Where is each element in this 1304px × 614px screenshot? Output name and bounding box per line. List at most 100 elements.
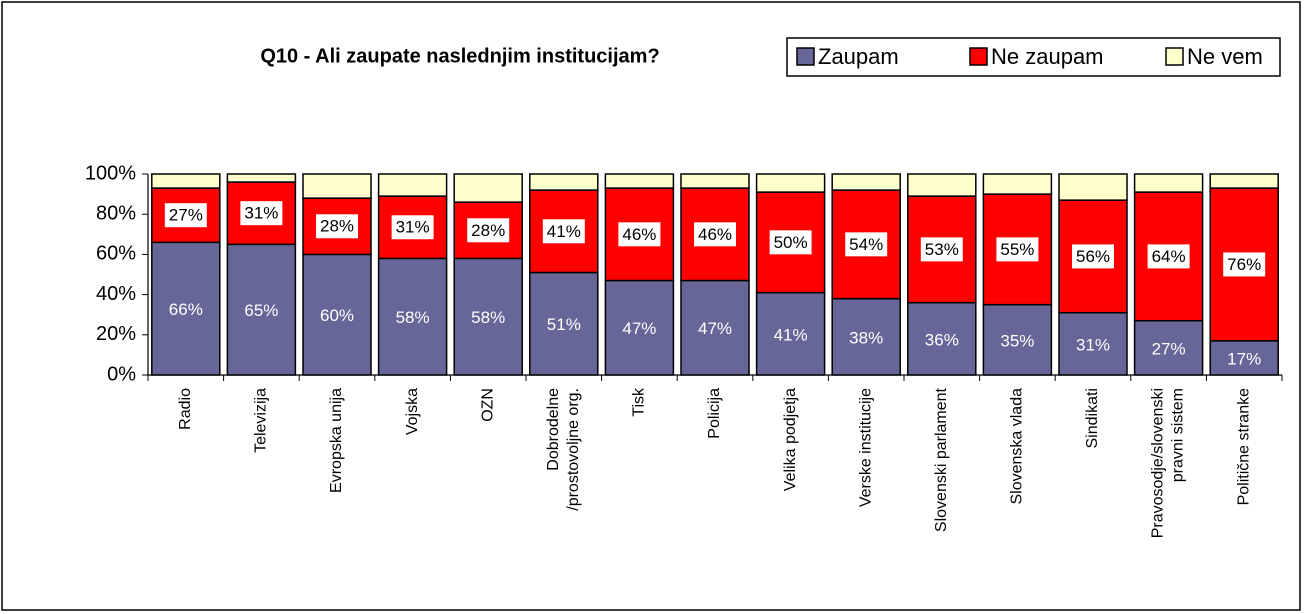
data-label: 27% (169, 206, 203, 225)
bar-segment (755, 191, 826, 294)
bar-segment (982, 303, 1053, 376)
data-label: 58% (396, 308, 430, 327)
data-label-box (542, 219, 585, 244)
legend-label: Ne zaupam (991, 44, 1104, 69)
y-tick-label: 40% (96, 283, 136, 305)
bar-segment (1058, 173, 1128, 201)
data-label: 31% (1076, 335, 1110, 354)
data-label: 47% (622, 319, 656, 338)
data-label-box (920, 237, 963, 262)
data-label: 36% (925, 330, 959, 349)
data-label: 35% (1000, 331, 1034, 350)
data-label: 17% (1227, 349, 1261, 368)
data-label-box (845, 232, 888, 257)
data-label: 64% (1152, 247, 1186, 266)
data-label-box (694, 222, 736, 247)
x-tick-label: Televizija (253, 388, 270, 453)
bar-segment (1133, 319, 1204, 376)
bar-segment (377, 173, 448, 197)
bar-segment (604, 279, 675, 376)
bar-segment (453, 257, 523, 376)
bar-segment (1209, 173, 1279, 189)
x-tick-label: Velika podjetja (782, 388, 799, 491)
bar-segment (377, 257, 448, 376)
data-label: 38% (849, 328, 883, 347)
data-label: 28% (471, 221, 505, 240)
data-label: 65% (244, 301, 278, 320)
bar-segment (1058, 311, 1128, 376)
data-label: 58% (471, 308, 505, 327)
y-tick-label: 60% (96, 243, 136, 265)
bar-segment (302, 253, 372, 376)
x-tick-label: Dobrodelne/prostovoljne org. (545, 388, 582, 511)
legend-label: Ne vem (1187, 44, 1263, 69)
data-label-box (467, 218, 510, 243)
data-label: 47% (698, 319, 732, 338)
legend-swatch (969, 47, 988, 66)
bar-segment (982, 173, 1053, 195)
x-tick-label: Radio (177, 388, 194, 430)
bar-segment (226, 173, 297, 183)
data-label: 41% (774, 325, 808, 344)
bar-segment (604, 173, 675, 189)
data-label: 27% (1152, 339, 1186, 358)
bar-segment (907, 173, 977, 197)
y-tick-label: 100% (85, 162, 136, 184)
bar-segment (680, 173, 750, 189)
data-label-box (769, 230, 812, 255)
data-label: 31% (396, 218, 430, 237)
data-label-box (1223, 252, 1266, 277)
bar-segment (831, 297, 901, 376)
data-label: 41% (547, 222, 581, 241)
x-tick-label: Slovenski parlament (933, 387, 950, 532)
bar-segment (755, 173, 826, 193)
data-label-box (618, 222, 661, 247)
data-label-box (996, 237, 1039, 262)
x-tick-label: Vojska (404, 388, 421, 435)
x-tick-label: Politične stranke (1235, 388, 1252, 505)
data-label-box (316, 214, 358, 239)
bar-segment (529, 173, 599, 191)
y-tick-label: 20% (96, 323, 136, 345)
data-label: 50% (774, 233, 808, 252)
data-label: 46% (622, 225, 656, 244)
data-label-box (164, 203, 207, 228)
y-tick-label: 80% (96, 202, 136, 224)
x-tick-label: Policija (706, 388, 723, 439)
x-tick-label: Pravosodje/slovenski pravni sistem (1150, 388, 1187, 538)
x-tick-label: Evropska unija (328, 388, 345, 493)
legend-swatch (796, 47, 815, 66)
x-tick-label: Verske institucije (857, 388, 874, 507)
data-label: 31% (244, 204, 278, 223)
x-tick-label: Slovenska vlada (1009, 388, 1026, 505)
x-tick-label: Sindikati (1084, 388, 1101, 448)
bar-segment (1133, 173, 1204, 193)
legend-box (786, 37, 1281, 77)
data-label-box (1072, 244, 1114, 269)
data-label: 51% (547, 315, 581, 334)
bar-segment (151, 173, 221, 189)
legend-label: Zaupam (818, 44, 899, 69)
bar-segment (831, 173, 901, 191)
bar-segment (302, 173, 372, 199)
bar-segment (680, 279, 750, 376)
legend-swatch (1165, 47, 1184, 66)
data-label-box (240, 201, 283, 226)
data-label: 55% (1000, 240, 1034, 259)
y-tick-label: 0% (107, 363, 136, 385)
data-label: 28% (320, 217, 354, 236)
data-label: 56% (1076, 247, 1110, 266)
bar-segment (1209, 340, 1279, 376)
bar-segment (755, 291, 826, 376)
data-label: 53% (925, 240, 959, 259)
data-label-box (1147, 244, 1190, 269)
chart-title: Q10 - Ali zaupate naslednjim institucija… (260, 45, 659, 67)
bar-segment (226, 243, 297, 376)
data-label-box (391, 215, 434, 240)
bar-segment (453, 173, 523, 203)
x-tick-label: Tisk (631, 387, 648, 417)
data-label: 46% (698, 225, 732, 244)
data-label: 66% (169, 300, 203, 319)
data-label: 60% (320, 306, 354, 325)
